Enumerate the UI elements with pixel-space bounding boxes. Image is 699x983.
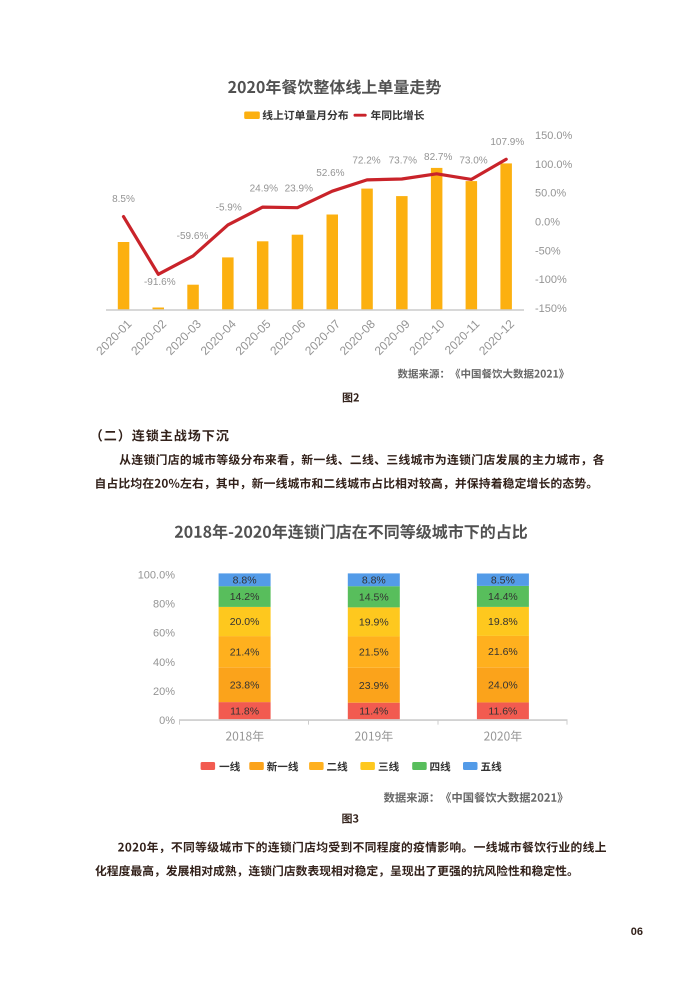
svg-text:107.9%: 107.9%: [490, 137, 524, 148]
svg-text:20.0%: 20.0%: [230, 616, 260, 628]
svg-text:2020-07: 2020-07: [302, 317, 343, 358]
svg-text:8.8%: 8.8%: [362, 574, 386, 586]
svg-text:24.9%: 24.9%: [250, 184, 278, 195]
svg-text:2020-11: 2020-11: [442, 317, 483, 358]
svg-text:-59.6%: -59.6%: [177, 231, 209, 242]
svg-text:11.4%: 11.4%: [359, 706, 388, 718]
svg-text:2020-09: 2020-09: [372, 317, 413, 358]
svg-text:2020-02: 2020-02: [128, 317, 169, 358]
svg-text:-100%: -100%: [535, 274, 567, 286]
svg-text:50.0%: 50.0%: [535, 188, 566, 200]
svg-text:80%: 80%: [153, 599, 175, 611]
svg-text:8.5%: 8.5%: [112, 194, 135, 205]
svg-text:2020-05: 2020-05: [233, 317, 274, 358]
svg-text:11.8%: 11.8%: [230, 705, 259, 717]
svg-text:40%: 40%: [153, 657, 175, 669]
svg-text:-150%: -150%: [535, 303, 567, 315]
svg-text:20%: 20%: [153, 686, 175, 698]
svg-text:24.0%: 24.0%: [488, 680, 518, 692]
svg-text:19.8%: 19.8%: [488, 616, 518, 628]
svg-text:2020-04: 2020-04: [198, 317, 239, 358]
svg-text:-50%: -50%: [535, 245, 561, 257]
svg-text:2020-03: 2020-03: [163, 317, 204, 358]
svg-text:23.8%: 23.8%: [230, 679, 260, 691]
svg-text:73.7%: 73.7%: [389, 156, 417, 167]
svg-text:19.9%: 19.9%: [359, 617, 389, 629]
svg-text:2020-06: 2020-06: [267, 317, 308, 358]
svg-text:0%: 0%: [159, 715, 175, 727]
svg-text:14.2%: 14.2%: [230, 591, 260, 603]
svg-text:21.6%: 21.6%: [488, 646, 518, 658]
svg-text:23.9%: 23.9%: [359, 680, 389, 692]
svg-text:0.0%: 0.0%: [535, 217, 560, 229]
svg-text:21.4%: 21.4%: [230, 646, 260, 658]
svg-text:72.2%: 72.2%: [352, 156, 380, 167]
svg-text:100.0%: 100.0%: [535, 159, 573, 171]
svg-text:60%: 60%: [153, 628, 175, 640]
svg-text:150.0%: 150.0%: [535, 130, 573, 142]
svg-text:8.5%: 8.5%: [491, 574, 515, 586]
svg-text:-91.6%: -91.6%: [144, 277, 176, 288]
svg-text:14.5%: 14.5%: [359, 591, 389, 603]
svg-text:06: 06: [631, 926, 643, 938]
svg-text:73.0%: 73.0%: [459, 156, 487, 167]
svg-text:-5.9%: -5.9%: [216, 202, 242, 213]
svg-text:2020-10: 2020-10: [406, 317, 447, 358]
svg-text:14.4%: 14.4%: [488, 591, 518, 603]
svg-text:52.6%: 52.6%: [316, 168, 344, 179]
svg-text:2020-01: 2020-01: [93, 317, 134, 358]
svg-text:100.0%: 100.0%: [138, 570, 176, 582]
svg-text:11.6%: 11.6%: [488, 705, 517, 717]
svg-text:82.7%: 82.7%: [424, 152, 452, 163]
svg-text:21.5%: 21.5%: [359, 647, 389, 659]
svg-text:2020-08: 2020-08: [337, 317, 378, 358]
svg-text:2020-12: 2020-12: [476, 317, 517, 358]
svg-text:23.9%: 23.9%: [285, 184, 313, 195]
svg-text:8.8%: 8.8%: [233, 574, 257, 586]
